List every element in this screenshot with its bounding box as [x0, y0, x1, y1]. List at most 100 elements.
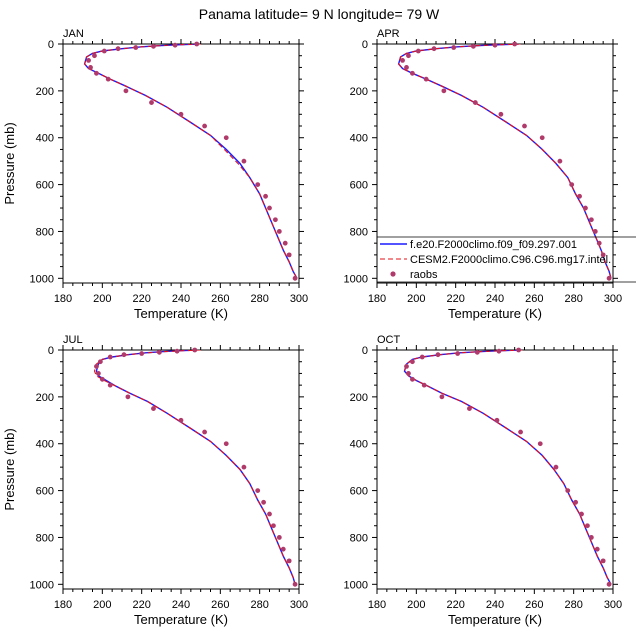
- raobs-point: [174, 348, 180, 354]
- y-tick-label: 0: [362, 39, 368, 51]
- raobs-point: [276, 229, 282, 234]
- raobs-point: [202, 123, 208, 129]
- raobs-point: [431, 46, 437, 52]
- legend-label: f.e20.F2000climo.f09_f09.297.001: [410, 239, 577, 251]
- series-line-f-e20: [95, 350, 296, 585]
- panel-label: OCT: [377, 334, 401, 346]
- panel-apr: 180 200 220 240 260 280 300 0 200 400 600 800 1000 Te…: [344, 28, 636, 321]
- x-tick-label: 240: [172, 293, 190, 305]
- raobs-point: [585, 523, 590, 529]
- x-axis-title: Temperature (K): [134, 306, 228, 321]
- panel-label: APR: [377, 28, 400, 40]
- raobs-point: [596, 240, 602, 246]
- raobs-point: [400, 58, 405, 63]
- raobs-point: [241, 158, 247, 164]
- raobs-point: [404, 65, 409, 70]
- series-line-f-e20: [83, 44, 298, 279]
- x-tick-label: 200: [93, 599, 111, 611]
- raobs-point: [494, 417, 500, 423]
- x-tick-label: 220: [446, 293, 464, 305]
- raobs-point: [606, 581, 612, 587]
- series-line-cesm2: [403, 350, 612, 585]
- raobs-point: [577, 193, 582, 199]
- x-tick-label: 260: [211, 293, 229, 305]
- raobs-point: [92, 53, 97, 59]
- raobs-point: [410, 359, 415, 365]
- x-tick-label: 180: [368, 599, 386, 611]
- x-tick-label: 300: [290, 599, 308, 611]
- y-tick-label: 800: [36, 226, 54, 238]
- x-tick-label: 240: [486, 599, 504, 611]
- panel-jul: 180 200 220 240 260 280 300 0 200 400 600 800 1000 Te…: [2, 334, 308, 627]
- raobs-point: [467, 406, 472, 411]
- raobs-point: [522, 123, 527, 129]
- raobs-point: [125, 394, 131, 400]
- raobs-point: [537, 441, 543, 447]
- y-tick-label: 1000: [344, 579, 368, 591]
- raobs-point: [406, 53, 411, 59]
- raobs-point: [94, 70, 99, 76]
- y-tick-label: 0: [48, 39, 54, 51]
- legend: f.e20.F2000climo.f09_f09.297.001 CESM2.F2…: [377, 236, 636, 283]
- x-tick-label: 240: [486, 293, 504, 305]
- y-tick-label: 0: [362, 345, 368, 357]
- raobs-point: [421, 382, 427, 388]
- x-tick-label: 280: [250, 293, 268, 305]
- raobs-point: [172, 42, 178, 48]
- panel-label: JUL: [63, 334, 83, 346]
- x-tick-label: 180: [368, 293, 386, 305]
- raobs-point: [518, 429, 523, 435]
- series-line-cesm2: [397, 44, 612, 279]
- raobs-point: [292, 275, 298, 281]
- raobs-point: [286, 252, 292, 258]
- y-tick-label: 200: [36, 86, 54, 98]
- raobs-point: [115, 46, 121, 52]
- x-tick-label: 300: [290, 293, 308, 305]
- raobs-point: [97, 359, 103, 365]
- raobs-point: [406, 371, 411, 376]
- y-tick-label: 1000: [344, 273, 368, 285]
- x-tick-label: 280: [564, 293, 582, 305]
- legend-label: raobs: [410, 269, 438, 281]
- raobs-point: [241, 464, 247, 470]
- raobs-point: [280, 546, 286, 552]
- series-line-cesm2: [83, 44, 298, 279]
- raobs-point: [588, 535, 594, 540]
- y-tick-label: 200: [350, 86, 368, 98]
- y-axis-title: Pressure (mb): [2, 428, 17, 510]
- raobs-point: [133, 45, 139, 50]
- raobs-point: [600, 252, 606, 258]
- raobs-point: [86, 58, 91, 63]
- y-tick-label: 200: [350, 392, 368, 404]
- raobs-point: [149, 100, 154, 105]
- x-tick-label: 280: [250, 599, 268, 611]
- raobs-point: [223, 441, 229, 447]
- raobs-point: [267, 511, 272, 517]
- y-tick-label: 800: [36, 532, 54, 544]
- raobs-point: [557, 158, 563, 164]
- x-tick-label: 260: [525, 599, 543, 611]
- raobs-point: [569, 182, 575, 187]
- raobs-point: [415, 48, 421, 54]
- raobs-point: [151, 43, 156, 49]
- y-tick-label: 600: [36, 180, 54, 192]
- raobs-point: [107, 382, 113, 388]
- x-tick-label: 220: [132, 599, 150, 611]
- x-tick-label: 220: [132, 293, 150, 305]
- raobs-point: [292, 581, 298, 587]
- raobs-point: [139, 351, 145, 356]
- raobs-point: [276, 535, 282, 540]
- raobs-point: [151, 406, 156, 411]
- y-tick-label: 400: [36, 439, 54, 451]
- raobs-point: [105, 76, 111, 82]
- series-line-cesm2: [93, 350, 296, 585]
- y-tick-label: 800: [350, 226, 368, 238]
- raobs-point: [178, 111, 184, 117]
- raobs-point: [192, 347, 198, 353]
- raobs-point: [261, 499, 266, 505]
- raobs-point: [255, 488, 261, 493]
- raobs-point: [583, 205, 588, 211]
- x-tick-label: 220: [446, 599, 464, 611]
- raobs-point: [455, 351, 461, 356]
